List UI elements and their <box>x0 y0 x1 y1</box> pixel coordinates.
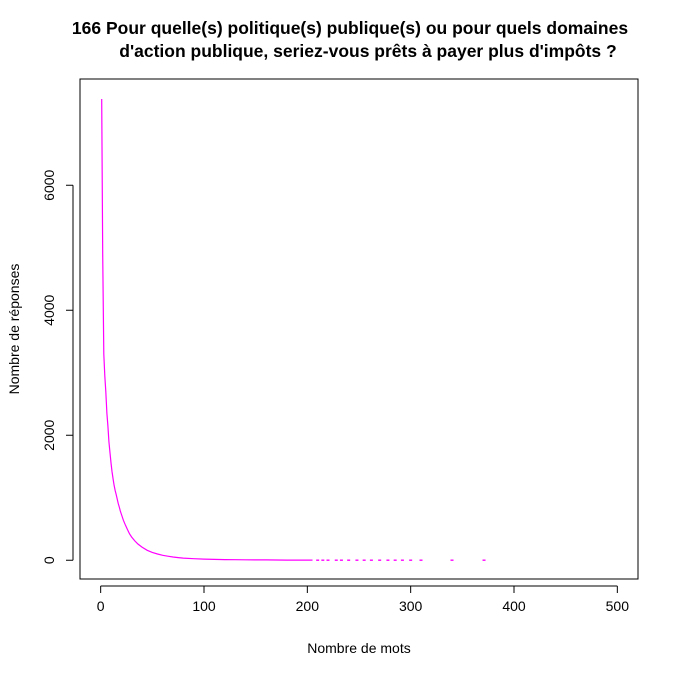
y-tick-label: 2000 <box>41 419 57 450</box>
x-axis: 0 100 200 300 400 500 <box>97 585 630 614</box>
series-line <box>101 98 313 561</box>
x-tick-label: 200 <box>296 598 320 614</box>
chart-title-line-1: 166 Pour quelle(s) politique(s) publique… <box>72 18 628 38</box>
x-tick-label: 500 <box>606 598 630 614</box>
y-tick-label: 0 <box>41 556 57 564</box>
x-tick-label: 300 <box>399 598 423 614</box>
y-tick-label: 6000 <box>41 169 57 200</box>
y-axis: 0 2000 4000 6000 <box>41 169 74 564</box>
y-tick-label: 4000 <box>41 294 57 325</box>
series-layer <box>101 98 486 561</box>
x-axis-label: Nombre de mots <box>307 640 410 656</box>
y-axis-label: Nombre de réponses <box>6 264 22 395</box>
x-tick-label: 0 <box>97 598 105 614</box>
plot-area-frame <box>79 78 639 580</box>
x-tick-label: 400 <box>502 598 526 614</box>
chart-title-line-2: d'action publique, seriez-vous prêts à p… <box>119 41 616 61</box>
x-tick-label: 100 <box>192 598 216 614</box>
